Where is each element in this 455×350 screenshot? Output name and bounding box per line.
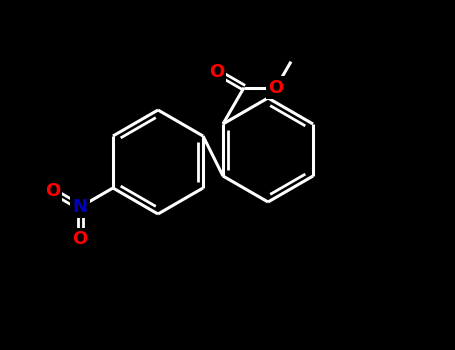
Text: O: O	[268, 79, 283, 97]
Text: O: O	[72, 230, 88, 248]
Text: O: O	[45, 182, 60, 200]
Text: O: O	[209, 63, 224, 80]
Text: N: N	[72, 198, 87, 216]
